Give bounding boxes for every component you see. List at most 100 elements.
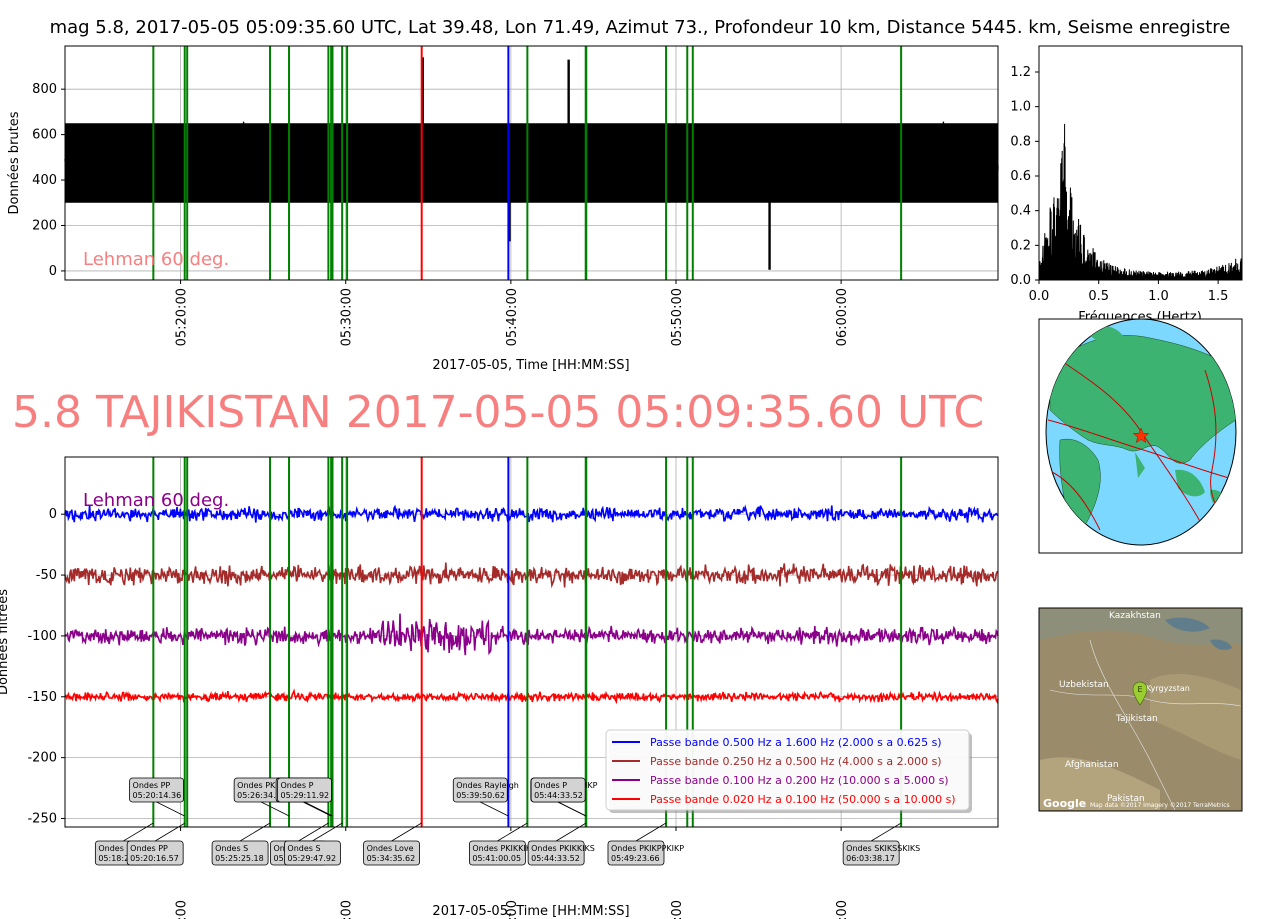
annotation-time: 05:26:34.42 <box>237 791 286 800</box>
y-tick-label: -200 <box>27 751 57 766</box>
annotation-arrow <box>870 822 902 842</box>
annotation-time: 05:41:00.05 <box>472 854 521 863</box>
annotation-time: 05:20:16.57 <box>130 854 179 863</box>
filtered-signal-lines <box>64 504 999 705</box>
annotation-name: Ondes PKiKP <box>237 781 288 790</box>
annotation-arrow <box>298 822 329 842</box>
annotation-arrow <box>239 822 271 842</box>
annotation-time: 06:03:38.17 <box>846 854 895 863</box>
y-tick-label: 800 <box>32 82 57 97</box>
annotation-name: Ondes P <box>280 781 313 790</box>
figure-title: mag 5.8, 2017-05-05 05:09:35.60 UTC, Lat… <box>50 17 1231 38</box>
spectrum-line <box>1038 123 1243 281</box>
y-tick-label: -100 <box>27 629 57 644</box>
legend: Passe bande 0.500 Hz a 1.600 Hz (2.000 s… <box>605 729 972 813</box>
annotation-time: 05:20:14.36 <box>133 791 182 800</box>
legend-item: Passe bande 0.250 Hz a 0.500 Hz (4.000 s… <box>612 755 942 768</box>
annotation-arrow <box>260 801 290 817</box>
map-label-tajikistan: Tajikistan <box>1115 714 1158 724</box>
annotation-time: 05:34:35.62 <box>367 854 416 863</box>
annotation-time: 05:29:11.92 <box>280 791 329 800</box>
annotation-arrow <box>312 822 343 842</box>
spectrum-y-tick-label: 0.6 <box>1010 169 1031 184</box>
annotation-arrow <box>123 822 154 842</box>
legend-item: Passe bande 0.100 Hz a 0.200 Hz (10.000 … <box>612 774 949 787</box>
annotation-arrow <box>391 822 422 842</box>
satellite-map: Kazakhstan Uzbekistan Kyrgyzstan Tajikis… <box>1038 607 1243 812</box>
annotation-time: 05:44:33.52 <box>534 791 583 800</box>
y-tick-label: -250 <box>27 811 57 826</box>
spectrum-y-tick-label: 1.0 <box>1010 100 1031 115</box>
map-label-kyrgyzstan: Kyrgyzstan <box>1146 684 1190 693</box>
annotation-arrow <box>304 801 333 817</box>
annotation-time: 05:18:21.04 <box>98 854 147 863</box>
filtered-trace <box>64 504 999 523</box>
filtered-y-ticks: 0 -50 -100 -150 -200 -250 <box>27 507 65 826</box>
y-tick-label: 200 <box>32 218 57 233</box>
annotation-name: Ondes P <box>534 781 567 790</box>
y-tick-label: 0 <box>49 264 57 279</box>
filtered-lehman-label: Lehman 60 deg. <box>83 490 229 511</box>
globe-land <box>1047 325 1236 541</box>
legend-label: Passe bande 0.100 Hz a 0.200 Hz (10.000 … <box>650 774 949 787</box>
phase-annotation-top: Ondes P05:29:11.92 <box>277 777 333 817</box>
y-tick-label: -50 <box>36 568 57 583</box>
annotation-time: 05:29:47.92 <box>287 854 336 863</box>
annotation-time: 05:49:23.66 <box>611 854 660 863</box>
filtered-panel: 0-50-100-150-200-250 05:20:0005:30:0005:… <box>0 456 999 919</box>
y-tick-label: -150 <box>27 690 57 705</box>
annotation-box <box>126 840 184 866</box>
map-pin-letter: E <box>1137 685 1142 694</box>
globe-map <box>1038 318 1243 554</box>
y-tick-label: 400 <box>32 173 57 188</box>
annotation-arrow <box>497 822 528 842</box>
annotation-box <box>284 840 341 866</box>
google-logo: Google <box>1043 797 1086 810</box>
spectrum-panel: 0.00.20.40.60.81.01.2 0.0 0.5 1.0 1.5 Fréqu… <box>1010 45 1243 325</box>
x-tick-label: 05:30:00 <box>340 288 355 346</box>
event-title: 5.8 TAJIKISTAN 2017-05-05 05:09:35.60 UT… <box>12 387 984 438</box>
phase-annotation-bottom: Ondes S05:25:25.18 <box>211 822 271 866</box>
spectrum-x-ticks: 0.0 0.5 1.0 1.5 <box>1029 280 1228 304</box>
x-tick-label: 05:20:00 <box>175 900 190 919</box>
annotation-time: 05:39:50.62 <box>456 791 505 800</box>
legend-item: Passe bande 0.500 Hz a 1.600 Hz (2.000 s… <box>612 736 942 749</box>
legend-label: Passe bande 0.500 Hz a 1.600 Hz (2.000 s… <box>650 736 942 749</box>
x-tick-label: 05:30:00 <box>340 900 355 919</box>
raw-x-label: 2017-05-05, Time [HH:MM:SS] <box>432 358 629 373</box>
map-label-pakistan: Pakistan <box>1107 794 1145 804</box>
spectrum-y-tick-label: 1.2 <box>1010 65 1031 80</box>
raw-phase-lines <box>152 46 903 280</box>
x-tick-label: 05:50:00 <box>670 900 685 919</box>
raw-lehman-label: Lehman 60 deg. <box>83 249 229 270</box>
annotation-box <box>527 840 585 866</box>
map-pin-icon[interactable]: E <box>1132 681 1148 706</box>
legend-label: Passe bande 0.250 Hz a 0.500 Hz (4.000 s… <box>650 755 942 768</box>
annotation-arrow <box>555 822 587 842</box>
filtered-trace <box>64 562 999 589</box>
annotation-name: Ondes Rayleigh <box>456 781 519 790</box>
spectrum-y-tick-label: 0.0 <box>1010 273 1031 288</box>
legend-box <box>605 729 970 811</box>
map-attribution: Map data ©2017 Imagery ©2017 TerraMetric… <box>1090 802 1230 809</box>
annotation-name: Ondes PP <box>130 844 168 853</box>
raw-y-ticks: 0 200 400 600 800 <box>32 82 65 279</box>
legend-label: Passe bande 0.020 Hz a 0.100 Hz (50.000 … <box>650 793 956 806</box>
raw-x-ticks: 05:20:00 05:30:00 05:40:00 05:50:00 06:00:00 <box>175 280 850 346</box>
spectrum-x-tick-label: 0.0 <box>1029 289 1050 304</box>
spectrum-y-tick-label: 0.8 <box>1010 134 1031 149</box>
annotation-arrow <box>156 801 185 817</box>
map-label-kazakhstan: Kazakhstan <box>1109 611 1161 621</box>
phase-annotation-top: Ondes P05:44:33.52 <box>530 777 587 817</box>
spectrum-y-ticks: 0.0 0.2 0.4 0.6 0.8 1.0 1.2 <box>1010 65 1039 288</box>
raw-y-label: Données brutes <box>7 111 22 214</box>
